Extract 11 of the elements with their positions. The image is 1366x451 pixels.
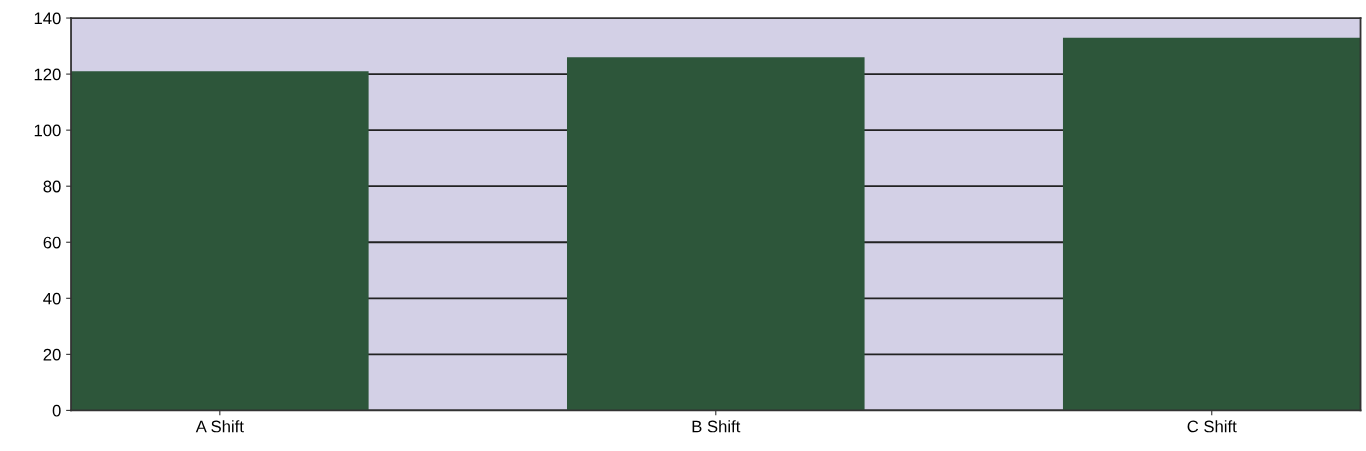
y-tick-label: 120 — [34, 68, 61, 81]
y-tick-label: 60 — [43, 236, 61, 249]
y-tick-label: 40 — [43, 292, 61, 305]
y-tick-label: 80 — [43, 180, 61, 193]
y-tick-label: 20 — [43, 348, 61, 361]
x-tick-label: C Shift — [1187, 420, 1237, 433]
y-tick-label: 0 — [52, 404, 61, 417]
x-tick-label: B Shift — [692, 420, 741, 433]
y-tick-label: 140 — [34, 12, 61, 25]
x-tick-label: A Shift — [195, 420, 244, 433]
y-tick-label: 100 — [34, 124, 61, 137]
